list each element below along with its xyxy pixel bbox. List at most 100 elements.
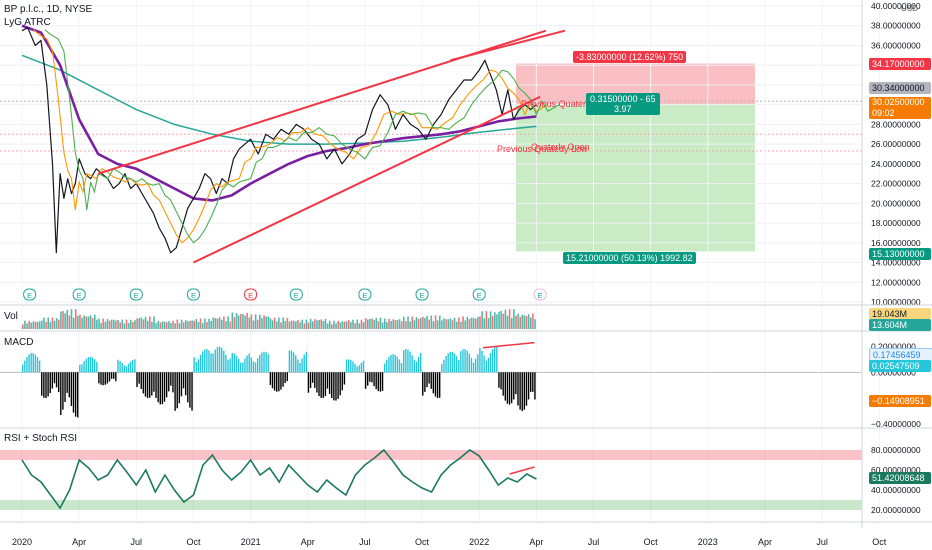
volume-bar	[360, 319, 363, 329]
volume-bar	[138, 318, 141, 329]
macd-histogram-bar	[180, 372, 183, 397]
volume-bar	[496, 314, 498, 329]
volume-bar	[322, 320, 325, 329]
volume-bar	[352, 319, 354, 329]
macd-histogram-bar	[138, 372, 140, 384]
macd-histogram-bar	[201, 351, 204, 373]
bar-countdown: 09:02	[872, 108, 895, 118]
earnings-marker-label: E	[362, 291, 367, 300]
macd-pane-label[interactable]: MACD	[4, 337, 34, 348]
macd-histogram-bar	[392, 354, 394, 373]
macd-histogram-bar	[242, 362, 244, 373]
volume-bar	[413, 320, 416, 329]
rsi-y-tick: 20.00000000	[871, 505, 921, 515]
position-center-line1: 0.31500000 - 65	[590, 94, 656, 104]
volume-bar	[210, 320, 212, 329]
volume-bar	[51, 317, 54, 329]
volume-bar	[195, 318, 198, 329]
macd-histogram-bar	[102, 372, 104, 386]
macd-histogram-bar	[322, 372, 324, 398]
x-tick-label: 2023	[698, 537, 718, 547]
volume-bar	[121, 319, 124, 329]
macd-histogram-bar	[494, 346, 496, 373]
macd-histogram-bar	[430, 372, 432, 389]
volume-bar	[223, 316, 225, 329]
volume-bar	[409, 321, 411, 329]
macd-histogram-bar	[142, 372, 145, 394]
macd-histogram-bar	[386, 359, 388, 373]
macd-histogram-bar	[206, 349, 208, 373]
macd-histogram-bar	[295, 355, 297, 373]
macd-histogram-bar	[98, 372, 100, 384]
macd-histogram-bar	[218, 346, 221, 373]
macd-histogram-bar	[261, 352, 263, 373]
volume-bar	[43, 317, 45, 329]
volume-bar	[278, 317, 280, 329]
volume-bar	[432, 321, 435, 329]
volume-bar	[445, 319, 447, 329]
trendline	[193, 95, 541, 264]
macd-histogram-bar	[276, 372, 278, 392]
macd-histogram-bar	[288, 350, 291, 373]
macd-histogram-bar	[485, 360, 487, 373]
position-center-label[interactable]: 0.31500000 - 65 3.97	[586, 93, 660, 115]
volume-bar	[165, 322, 168, 329]
volume-bar	[256, 319, 259, 329]
quarterly-high-label: Previous Quaterly High	[521, 99, 614, 109]
volume-bar	[144, 316, 147, 329]
volume-bar	[335, 323, 337, 329]
volume-bar	[155, 323, 157, 329]
macd-histogram-bar	[22, 364, 24, 373]
volume-bar	[286, 317, 289, 329]
macd-histogram-bar	[24, 360, 26, 373]
volume-bar	[132, 322, 134, 329]
macd-histogram-bar	[398, 359, 401, 373]
volume-pane-label[interactable]: Vol	[4, 311, 18, 322]
x-tick-label: Jul	[816, 537, 828, 547]
macd-histogram-bar	[320, 372, 322, 398]
macd-histogram-bar	[453, 353, 456, 373]
macd-histogram-bar	[79, 364, 81, 373]
volume-bar	[233, 317, 236, 329]
stop-label[interactable]: 15.21000000 (50.13%) 1992.82	[563, 252, 696, 264]
currency-label[interactable]: USD	[901, 4, 918, 13]
earnings-marker-badge	[129, 288, 143, 301]
macd-histogram-bar	[470, 357, 473, 373]
macd-histogram-bar	[381, 372, 384, 391]
macd-histogram-bar	[411, 355, 413, 373]
macd-histogram-bar	[254, 362, 257, 373]
macd-histogram-bar	[358, 365, 360, 373]
macd-histogram-bar	[174, 372, 176, 411]
volume-bar	[367, 319, 369, 329]
macd-badge-3: −0.14908951	[869, 395, 931, 407]
macd-histogram-bar	[149, 372, 151, 398]
smoothed-average-line	[33, 29, 549, 244]
macd-histogram-bar	[70, 372, 73, 406]
volume-bar	[206, 322, 208, 329]
volume-bar	[320, 319, 323, 329]
volume-bar	[519, 316, 522, 329]
macd-histogram-bar	[534, 372, 536, 400]
volume-bar	[530, 317, 532, 329]
macd-histogram-bar	[119, 360, 121, 373]
macd-histogram-bar	[87, 357, 90, 373]
volume-bar	[350, 322, 352, 329]
rsi-pane-label[interactable]: RSI + Stoch RSI	[4, 433, 78, 444]
macd-histogram-bar	[331, 372, 333, 398]
volume-bar	[392, 319, 395, 329]
volume-bar	[142, 319, 145, 329]
volume-bar	[498, 311, 500, 329]
volume-bar	[466, 316, 469, 329]
volume-bar	[235, 313, 238, 329]
earnings-marker: E	[23, 288, 37, 301]
macd-histogram-bar	[388, 356, 390, 373]
macd-histogram-bar	[129, 361, 132, 373]
macd-histogram-bar	[383, 363, 386, 373]
volume-bar	[460, 321, 462, 329]
target-label[interactable]: -3.83000000 (12.62%) 750	[573, 51, 687, 63]
macd-histogram-bar	[500, 372, 502, 390]
y-tick-label: 16.00000000	[871, 238, 921, 248]
volume-bar	[364, 318, 367, 329]
volume-bar	[244, 315, 246, 329]
